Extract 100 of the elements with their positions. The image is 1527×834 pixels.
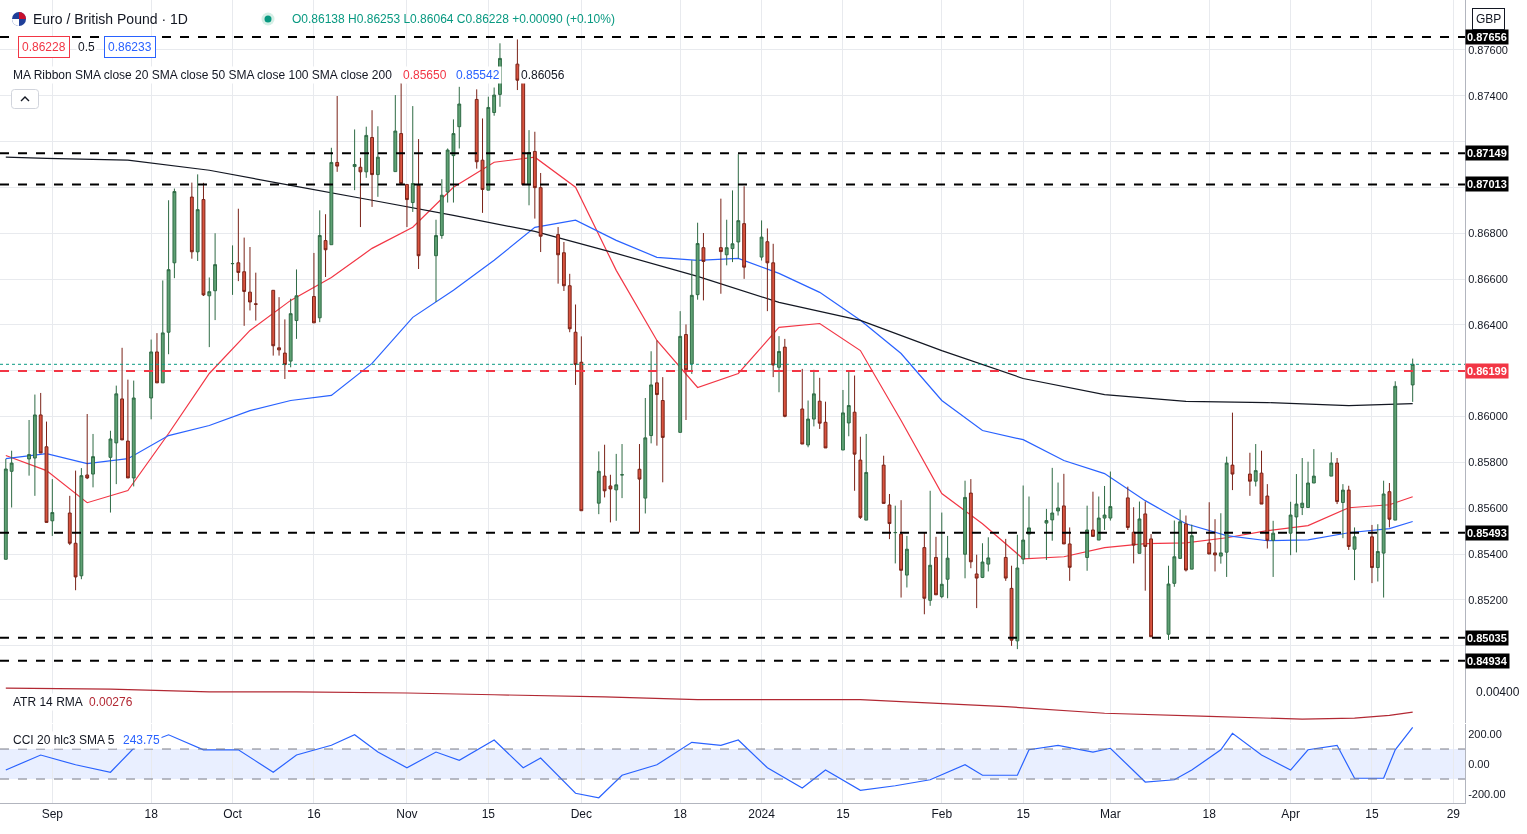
candlestick xyxy=(1335,457,1340,505)
candlestick xyxy=(1230,412,1235,491)
candlestick xyxy=(782,338,787,418)
candlestick xyxy=(393,94,398,173)
candlestick xyxy=(282,318,287,380)
y-tick-label: 0.86600 xyxy=(1468,272,1508,285)
ref-line-label: 0.85035 xyxy=(1467,632,1507,644)
text: O0.86138 H0.86253 L0.86064 C0.86228 +0.00090 (+0.10%) xyxy=(292,12,615,26)
candlestick xyxy=(32,394,37,497)
candlestick xyxy=(91,433,95,488)
annotation: CCI 20 hlc3 SMA 5 xyxy=(13,733,115,747)
x-tick-label: Sep xyxy=(41,807,64,822)
candlestick xyxy=(434,219,438,303)
candlestick xyxy=(67,495,72,546)
candlestick xyxy=(660,376,665,483)
annotation: 0.86228 xyxy=(22,40,66,54)
y-tick-label: 0.85800 xyxy=(1468,456,1508,469)
candlestick xyxy=(968,478,973,569)
line-series xyxy=(5,219,1414,542)
candlestick xyxy=(352,128,357,191)
candlestick xyxy=(1131,506,1136,564)
ref-line-label: 0.84934 xyxy=(1467,655,1508,667)
candlestick xyxy=(1207,501,1212,555)
candlestick xyxy=(899,499,904,599)
y-tick-label: 0.00 xyxy=(1468,757,1490,770)
candlestick xyxy=(1346,485,1351,551)
line-series xyxy=(5,156,1414,407)
candlestick xyxy=(800,368,805,445)
candlestick xyxy=(556,226,561,285)
candlestick xyxy=(1253,443,1258,487)
candlestick xyxy=(701,232,706,301)
x-tick-label: 29 xyxy=(1446,807,1461,822)
candlestick xyxy=(172,188,177,279)
candlestick xyxy=(963,480,967,579)
x-tick-label: Oct xyxy=(223,807,243,822)
annotation: MA Ribbon SMA close 20 SMA close 50 SMA close 100 SMA close 200 xyxy=(13,68,393,82)
candlestick xyxy=(85,413,90,480)
candlestick xyxy=(1091,491,1095,537)
ref-line-label: 0.87656 xyxy=(1467,31,1507,43)
annotation: ATR 14 RMA xyxy=(13,695,83,709)
candlestick xyxy=(736,153,741,260)
candlestick xyxy=(375,125,380,198)
ref-line-label: 0.85493 xyxy=(1467,527,1507,539)
candlestick xyxy=(120,347,125,441)
candlestick xyxy=(742,185,747,280)
candlestick xyxy=(561,241,566,292)
candlestick xyxy=(1125,486,1130,531)
candlestick xyxy=(777,335,781,393)
x-tick-label: 15 xyxy=(836,807,850,822)
candlestick xyxy=(893,505,898,564)
candlestick xyxy=(1085,505,1090,572)
candlestick xyxy=(457,86,462,149)
x-tick-label: 18 xyxy=(144,807,159,822)
candlestick xyxy=(317,209,322,323)
candlestick xyxy=(312,252,316,324)
candlestick xyxy=(248,246,252,311)
y-tick-label: 0.85200 xyxy=(1468,593,1508,606)
candlestick xyxy=(364,126,369,179)
candlestick xyxy=(974,554,979,609)
candlestick xyxy=(527,129,531,206)
candlestick xyxy=(689,259,694,375)
candlestick xyxy=(643,397,648,514)
candlestick xyxy=(614,453,619,522)
candlestick xyxy=(277,296,281,357)
x-tick-label: Dec xyxy=(570,807,593,822)
annotation: 0.5 xyxy=(78,40,96,54)
candlestick xyxy=(399,82,404,185)
candlestick xyxy=(922,531,927,615)
candlestick xyxy=(160,279,165,384)
candlestick xyxy=(1143,501,1148,592)
ref-line-label: 0.87013 xyxy=(1467,178,1507,190)
candlestick xyxy=(904,535,909,588)
candlestick xyxy=(1340,483,1345,539)
candlestick xyxy=(323,213,328,278)
x-tick-label: Nov xyxy=(396,807,418,822)
candlestick xyxy=(329,147,334,246)
candlestick xyxy=(939,512,944,599)
candlestick xyxy=(1370,524,1374,584)
candlestick xyxy=(189,182,194,260)
annotation: 0.86233 xyxy=(108,40,152,54)
text: GBP xyxy=(1476,12,1502,26)
candlestick xyxy=(637,443,642,533)
candlestick xyxy=(765,227,770,312)
candlestick xyxy=(695,222,700,301)
candlestick xyxy=(811,369,816,427)
x-tick-label: 15 xyxy=(1365,807,1379,822)
candlestick xyxy=(271,289,276,357)
candlestick xyxy=(887,493,892,540)
candlestick xyxy=(1375,523,1380,583)
candlestick xyxy=(881,455,886,504)
candlestick xyxy=(195,173,200,262)
x-tick-label: Feb xyxy=(931,807,953,822)
candlestick xyxy=(771,243,776,378)
candlestick xyxy=(1224,456,1229,578)
y-tick-label: -200.00 xyxy=(1468,787,1506,800)
candlestick xyxy=(1061,473,1066,545)
x-tick-label: 2024 xyxy=(748,807,776,822)
candlestick xyxy=(515,38,520,91)
candlestick xyxy=(945,535,950,599)
text: 0.00400 xyxy=(1476,685,1520,699)
